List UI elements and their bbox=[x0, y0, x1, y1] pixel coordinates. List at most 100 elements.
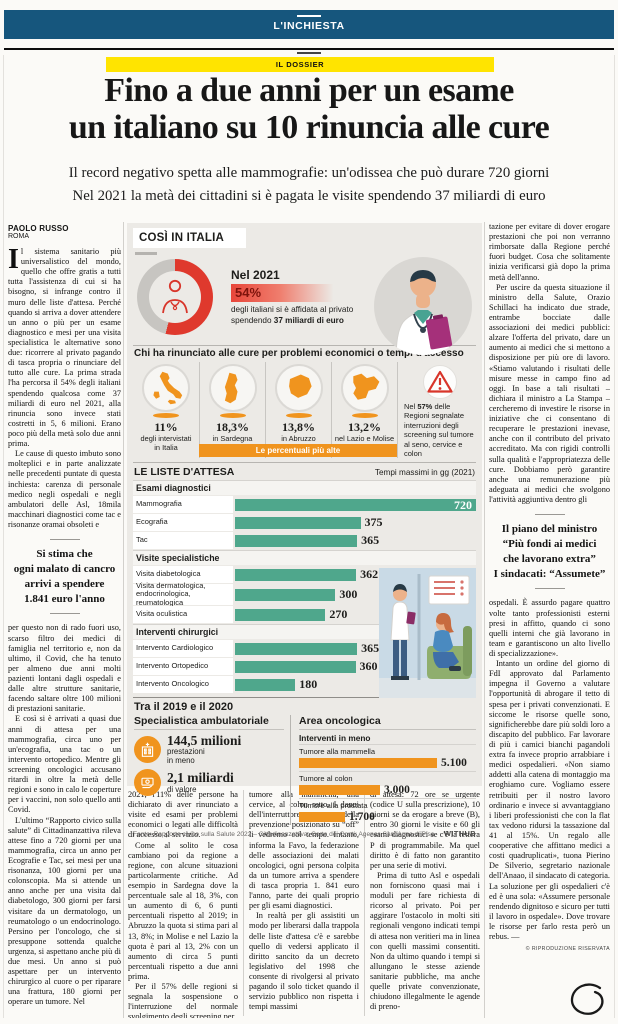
stat-value: 144,5 milioni bbox=[167, 733, 242, 748]
kicker-label: IL DOSSIER bbox=[275, 60, 325, 69]
bar-track: 270 bbox=[235, 606, 476, 623]
oncology-bar-label: Tumore alla prostata bbox=[299, 801, 368, 810]
bar-label: Visita diabetologica bbox=[133, 566, 233, 583]
region-value: 13,8% bbox=[282, 420, 315, 434]
oncology-bar-fill bbox=[299, 785, 380, 795]
bar-track: 360 bbox=[235, 658, 476, 675]
bar-label: Visita oculistica bbox=[133, 606, 233, 623]
italia-map-icon bbox=[142, 364, 190, 412]
paragraph: Come al solito le cosa cambiano poi da r… bbox=[128, 840, 238, 981]
paragraph: E così si è arrivati a quasi due anni di… bbox=[8, 714, 121, 815]
pull-quote: Si stima che ogni malato di cancro arrivi … bbox=[10, 539, 119, 614]
infographic: COSÌ IN ITALIA Nel 2021 54% degli italia… bbox=[127, 223, 482, 838]
page-title: Fino a due anni per un esame un italiano… bbox=[6, 72, 612, 146]
oncology-chart: Tumore alla mammella 5.100 Tumore al colon… bbox=[299, 744, 476, 823]
oncology-bar-value: 5.100 bbox=[441, 757, 467, 769]
oncology-bar-value: 1.700 bbox=[349, 811, 375, 823]
lazio-molise-map-icon bbox=[340, 364, 389, 412]
article-column-5: tazione per evitare di dover erogare pre… bbox=[489, 222, 610, 1022]
bar-track: 180 bbox=[235, 676, 476, 693]
standfirst-line-2: Nel 2021 la metà dei cittadini si è paga… bbox=[72, 187, 546, 204]
paragraph: L'ultimo “Rapporto civico sulla salute” … bbox=[8, 815, 121, 1007]
byline-place: ROMA bbox=[8, 233, 29, 240]
paragraph: In realtà per gli assistiti un modo per … bbox=[249, 911, 359, 1012]
paragraph: per questo non di rado fuori uso, scarso… bbox=[8, 623, 121, 714]
period-title: Tra il 2019 e il 2020 bbox=[134, 701, 234, 713]
oncology-bar-line: 3.000 bbox=[299, 784, 476, 796]
bar-fill bbox=[235, 516, 361, 529]
bar-fill bbox=[235, 678, 296, 691]
region-cell-sardegna: 18,3% in Sardegna bbox=[199, 362, 265, 458]
section-banner: L'INCHIESTA bbox=[4, 10, 614, 39]
bar-row: Intervento Ortopedico 360 bbox=[133, 658, 476, 675]
decorative-line bbox=[297, 52, 321, 54]
bar-label: Visita dermatologica, endocrinologica, re… bbox=[133, 582, 233, 606]
paragraph: Prima di tutto Asl e ospedali non fornis… bbox=[370, 870, 480, 1012]
stat-row: 144,5 milioni prestazioni in meno bbox=[134, 733, 284, 765]
map-pedestal bbox=[285, 413, 312, 418]
region-cell-lazio-molise: 13,2% nel Lazio e Molise bbox=[331, 362, 397, 458]
warning-triangle-icon bbox=[423, 365, 457, 399]
money-icon bbox=[134, 769, 161, 797]
column-rule bbox=[243, 790, 244, 1016]
paragraph: di attesa: 72 ore se urgente (codice U s… bbox=[370, 790, 480, 870]
bar-value: 362 bbox=[360, 567, 379, 581]
waiting-lists-unit: Tempi massimi in gg (2021) bbox=[374, 468, 475, 477]
source-note: Fonte: Rapporto civico sulla Salute 2022… bbox=[133, 831, 435, 838]
region-label: in Abruzzo bbox=[281, 434, 316, 443]
paragraph: Per uscire da questa situazione il minis… bbox=[489, 282, 610, 504]
decorative-line bbox=[297, 15, 321, 17]
bar-fill bbox=[235, 534, 358, 547]
region-cells: 11% degli intervistati in Italia 18,3% in Sa… bbox=[133, 362, 397, 458]
bar-value: 300 bbox=[339, 587, 358, 601]
article-column-4: di attesa: 72 ore se urgente (codice U s… bbox=[370, 790, 480, 1018]
bar-row: Intervento Cardiologico 365 bbox=[133, 640, 476, 657]
hospital-icon bbox=[134, 736, 161, 764]
donut-year: Nel 2021 bbox=[231, 268, 280, 282]
bar-fill bbox=[235, 642, 358, 655]
bar-row: Visita oculistica 270 bbox=[133, 606, 476, 623]
oncology-bar-item: Tumore alla prostata 1.700 bbox=[299, 798, 476, 823]
bar-label: Intervento Cardiologico bbox=[133, 640, 233, 657]
region-label: in Sardegna bbox=[212, 434, 253, 443]
bar-section-header: Esami diagnostici bbox=[133, 480, 476, 495]
region-cell-abruzzo: 13,8% in Abruzzo bbox=[265, 362, 331, 458]
region-value: 18,3% bbox=[216, 420, 249, 434]
screening-warning: Nel 57% delle Regioni segnalate interruz… bbox=[397, 362, 476, 458]
bar-track: 375 bbox=[235, 514, 476, 531]
bar-track: 362 bbox=[235, 566, 476, 583]
donut-description: degli italiani si è affidata al privato … bbox=[231, 305, 354, 325]
bar-label: Tac bbox=[133, 532, 233, 549]
stat-label: di valore bbox=[167, 784, 197, 794]
divider bbox=[133, 345, 476, 346]
bar-fill bbox=[235, 608, 326, 621]
stat-value: 2,1 miliardi bbox=[167, 770, 234, 786]
article-text: di attesa: 72 ore se urgente (codice U s… bbox=[370, 790, 480, 1012]
bar-value: 375 bbox=[364, 515, 383, 529]
article-text: 2021, l'11% delle persone ha dichiarato … bbox=[128, 790, 238, 1018]
bar-fill bbox=[235, 660, 356, 673]
oncology-bar-fill bbox=[299, 758, 437, 768]
bar-row: Mammografia 720 bbox=[133, 496, 476, 513]
bar-track: 720 bbox=[235, 496, 476, 513]
oncology-bar-item: Tumore alla mammella 5.100 bbox=[299, 744, 476, 769]
pen-mark bbox=[570, 983, 604, 1015]
infographic-title-label: COSÌ IN ITALIA bbox=[139, 232, 225, 244]
column-rule bbox=[364, 790, 365, 1016]
stat-text: 144,5 milioni prestazioni in meno bbox=[167, 733, 242, 765]
donut-value: 54% bbox=[231, 284, 339, 302]
bar-fill: 720 bbox=[235, 498, 476, 512]
oncology-bar-value: 3.000 bbox=[384, 784, 410, 796]
bar-fill bbox=[235, 568, 357, 581]
stat-label: prestazioni in meno bbox=[167, 747, 205, 765]
section-label: L'INCHIESTA bbox=[273, 20, 345, 32]
outpatient-stats: Specialistica ambulatoriale 144,5 milion… bbox=[133, 715, 291, 825]
bar-row: Visita dermatologica, endocrinologica, re… bbox=[133, 582, 476, 606]
copyright-notice: © RIPRODUZIONE RISERVATA bbox=[525, 946, 610, 953]
credit-logo: WITHUB bbox=[444, 829, 476, 838]
bar-value: 180 bbox=[299, 677, 318, 691]
standfirst: Il record negativo spetta alle mammograf… bbox=[20, 162, 598, 208]
oncology-bar-line: 5.100 bbox=[299, 757, 476, 769]
